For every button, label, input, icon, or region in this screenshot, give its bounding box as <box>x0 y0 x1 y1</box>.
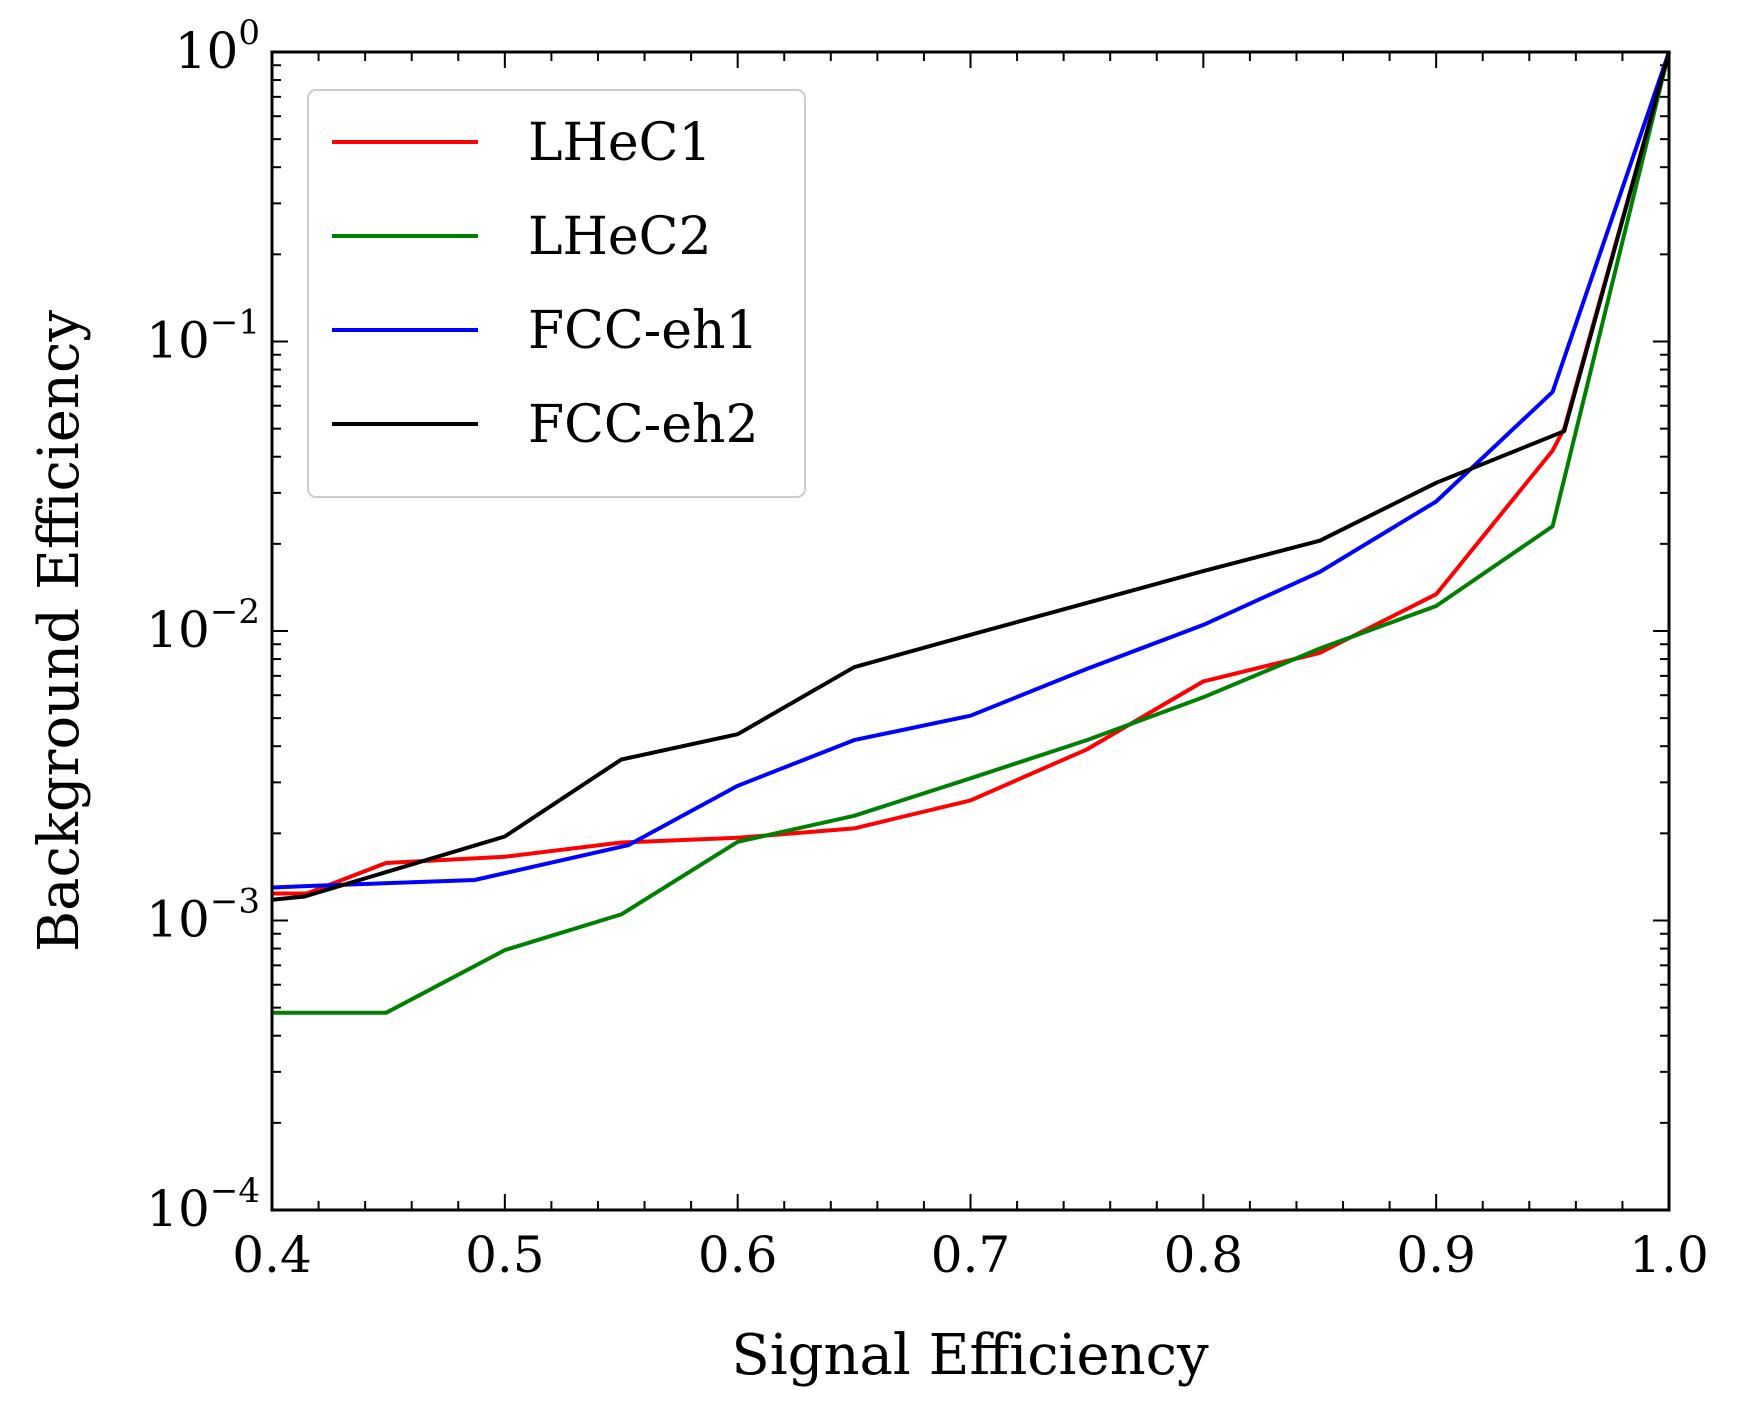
plot-frame <box>270 50 1671 1212</box>
legend-box <box>307 89 806 498</box>
y-tick-labels: 10−4 10−3 10−2 10−1 100 <box>146 13 260 1238</box>
y-axis-label: Background Efficiency <box>27 310 92 952</box>
x-tick-label: 0.5 <box>465 1226 545 1284</box>
y-tick-label: 100 <box>175 13 260 80</box>
x-tick-label: 0.7 <box>931 1226 1011 1284</box>
x-tick-label: 0.9 <box>1396 1226 1476 1284</box>
x-tick-label: 0.4 <box>232 1226 312 1284</box>
legend-label-fcc-eh2: FCC-eh2 <box>528 395 759 455</box>
y-tick-label: 10−2 <box>146 592 260 659</box>
series-lines <box>271 51 1671 1015</box>
x-tick-label: 1.0 <box>1629 1226 1709 1284</box>
series-line-fcc-eh1 <box>271 51 1671 890</box>
legend: LHeC1 LHeC2 FCC-eh1 FCC-eh2 <box>307 89 806 498</box>
series-line-fcc-eh2 <box>271 51 1671 902</box>
x-tick-label: 0.6 <box>698 1226 778 1284</box>
legend-label-fcc-eh1: FCC-eh1 <box>528 301 759 361</box>
y-tick-label: 10−1 <box>146 303 260 370</box>
legend-label-lhec2: LHeC2 <box>528 207 712 267</box>
y-tick-label: 10−3 <box>146 882 260 949</box>
x-tick-label: 0.8 <box>1164 1226 1244 1284</box>
legend-label-lhec1: LHeC1 <box>528 113 712 173</box>
y-tick-label: 10−4 <box>146 1171 260 1238</box>
x-axis-label: Signal Efficiency <box>731 1323 1209 1388</box>
series-line-lhec2 <box>272 51 1671 1015</box>
x-tick-labels: 0.4 0.5 0.6 0.7 0.8 0.9 1.0 <box>232 1226 1709 1284</box>
